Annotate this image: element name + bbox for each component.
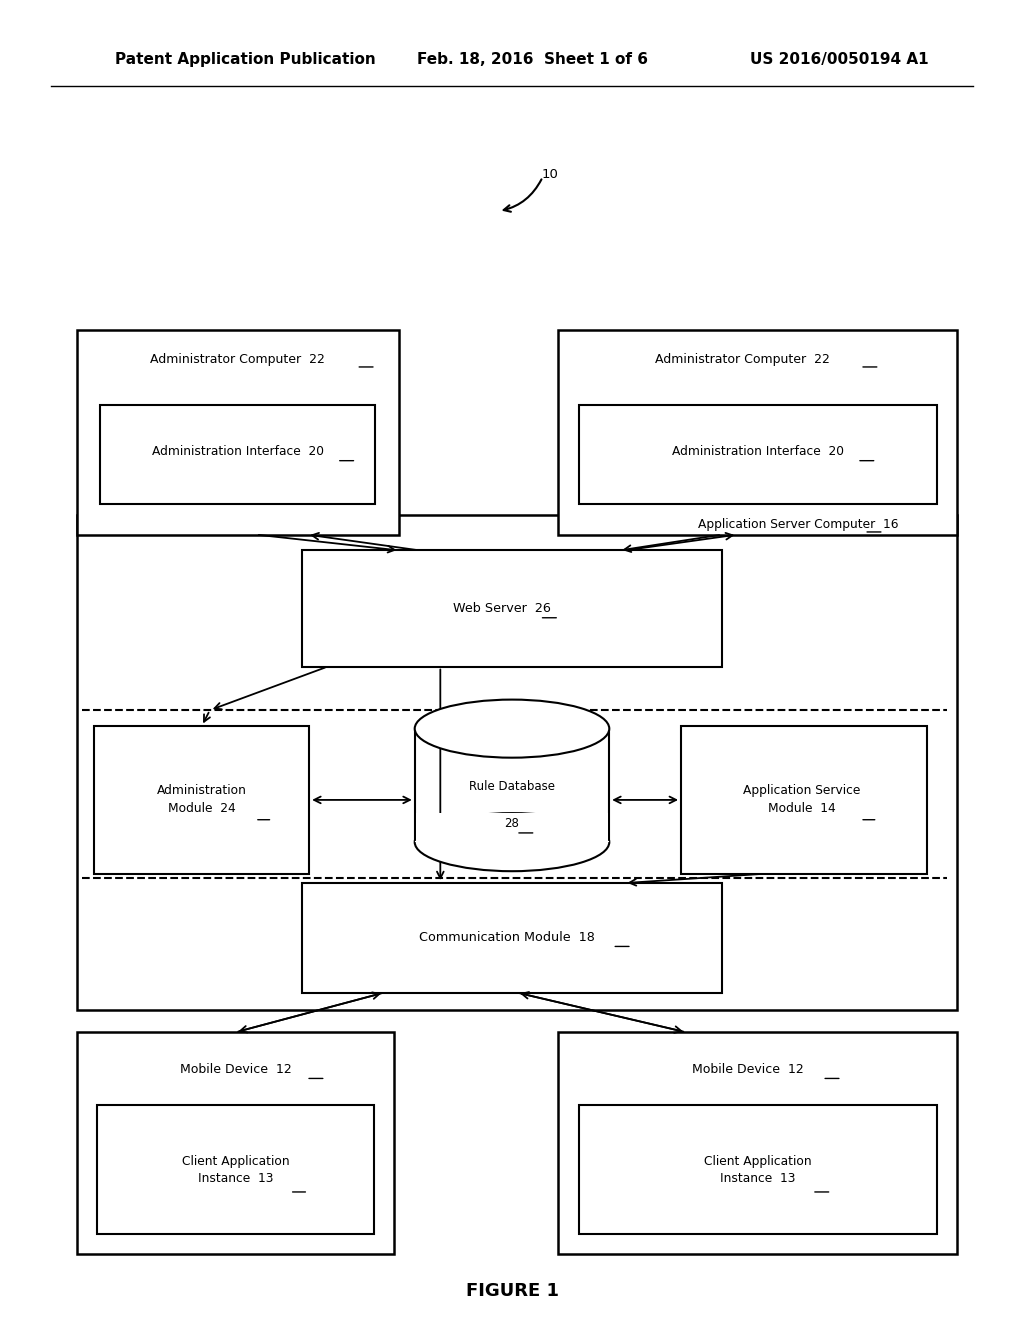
Text: Client Application
Instance  13: Client Application Instance 13 — [181, 1155, 290, 1184]
Text: Administrator Computer  22: Administrator Computer 22 — [151, 352, 325, 366]
FancyBboxPatch shape — [558, 1032, 957, 1254]
Text: Patent Application Publication: Patent Application Publication — [116, 51, 376, 67]
Text: Administration Interface  20: Administration Interface 20 — [152, 445, 324, 458]
FancyBboxPatch shape — [94, 726, 309, 874]
Text: FIGURE 1: FIGURE 1 — [466, 1282, 558, 1300]
Text: Communication Module  18: Communication Module 18 — [419, 931, 595, 944]
FancyBboxPatch shape — [97, 1105, 374, 1234]
FancyBboxPatch shape — [558, 330, 957, 535]
Text: Feb. 18, 2016  Sheet 1 of 6: Feb. 18, 2016 Sheet 1 of 6 — [417, 51, 648, 67]
Text: Mobile Device  12: Mobile Device 12 — [691, 1063, 804, 1076]
Text: Web Server  26: Web Server 26 — [453, 602, 551, 615]
FancyBboxPatch shape — [77, 1032, 394, 1254]
FancyBboxPatch shape — [579, 1105, 937, 1234]
Text: Mobile Device  12: Mobile Device 12 — [179, 1063, 292, 1076]
FancyBboxPatch shape — [100, 405, 375, 504]
Text: Administration
Module  24: Administration Module 24 — [157, 784, 247, 816]
Text: 28: 28 — [505, 817, 519, 830]
Text: Client Application
Instance  13: Client Application Instance 13 — [703, 1155, 812, 1184]
Bar — [415, 729, 609, 842]
FancyBboxPatch shape — [302, 550, 722, 667]
Ellipse shape — [415, 813, 609, 871]
FancyBboxPatch shape — [579, 405, 937, 504]
FancyBboxPatch shape — [681, 726, 927, 874]
Text: US 2016/0050194 A1: US 2016/0050194 A1 — [751, 51, 929, 67]
Text: Application Server Computer  16: Application Server Computer 16 — [698, 517, 899, 531]
FancyBboxPatch shape — [77, 515, 957, 1010]
FancyBboxPatch shape — [77, 330, 399, 535]
Text: Rule Database: Rule Database — [469, 780, 555, 793]
Ellipse shape — [415, 700, 609, 758]
Text: 10: 10 — [542, 168, 558, 181]
FancyBboxPatch shape — [302, 883, 722, 993]
Text: Administrator Computer  22: Administrator Computer 22 — [655, 352, 829, 366]
Text: Application Service
Module  14: Application Service Module 14 — [743, 784, 860, 816]
Text: Administration Interface  20: Administration Interface 20 — [672, 445, 844, 458]
Bar — [416, 813, 608, 842]
